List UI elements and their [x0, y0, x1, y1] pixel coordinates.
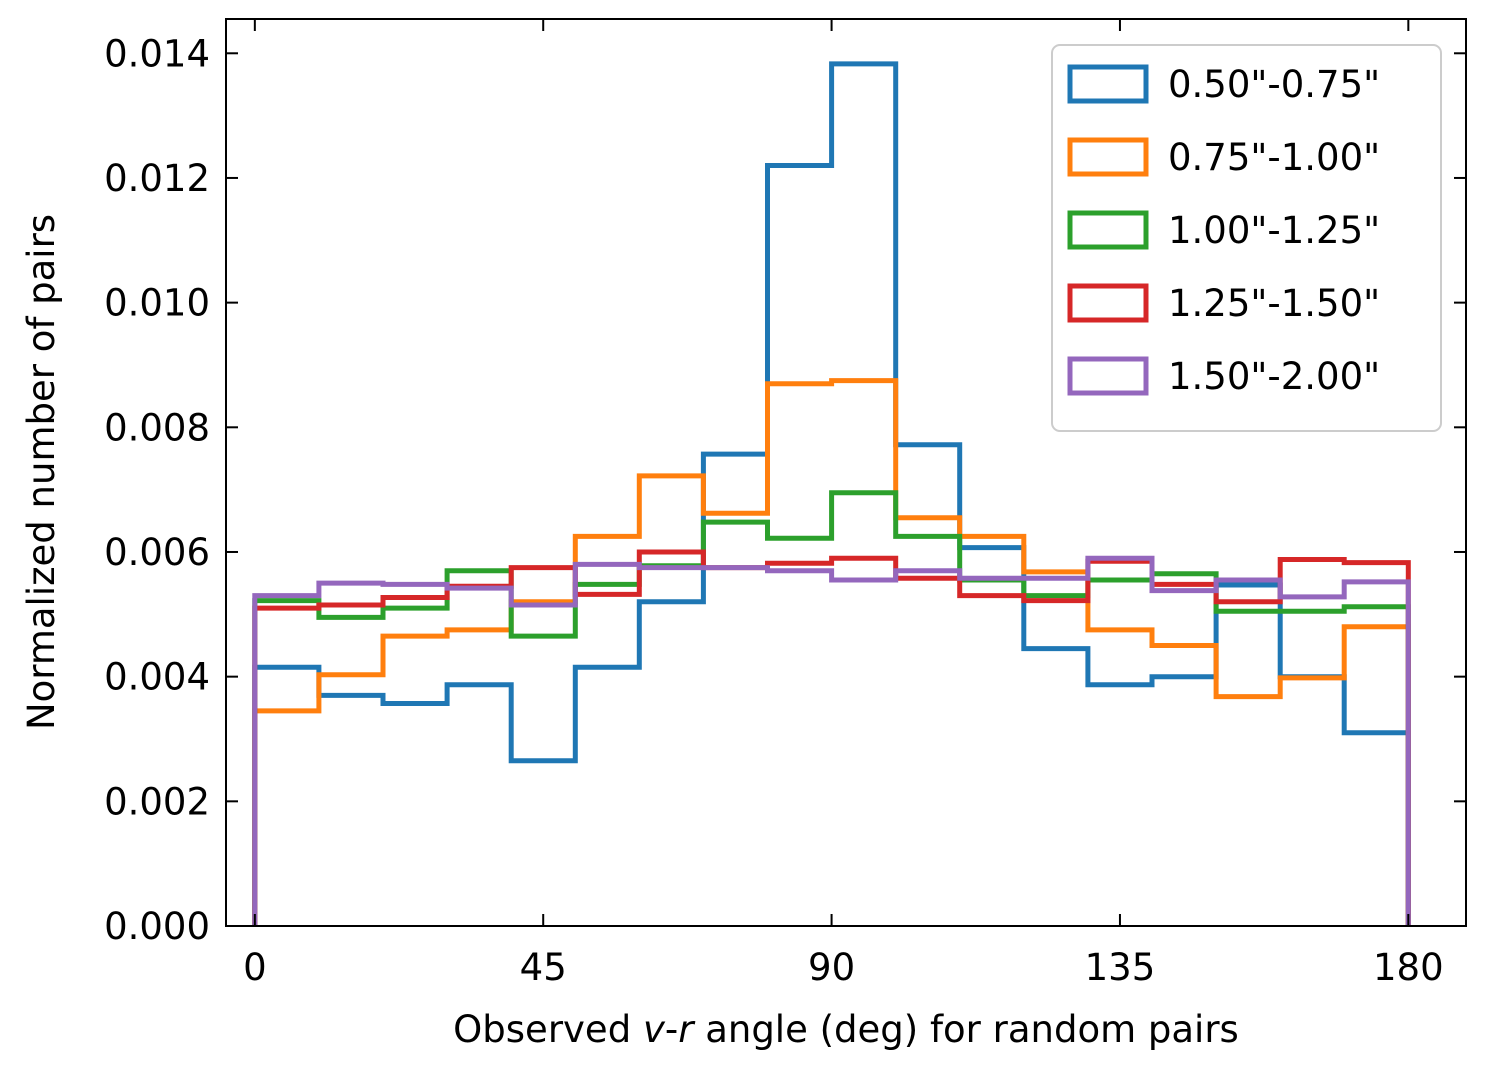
y-tick-label: 0.004 [104, 656, 210, 699]
x-tick-label: 135 [1085, 946, 1156, 989]
x-tick-label: 45 [520, 946, 567, 989]
tick-layer: 0 45 90 135 180 0.000 0.002 0.004 0.006 0.008 0.01… [104, 19, 1466, 989]
x-axis-label-v: v [643, 1008, 666, 1051]
legend-swatch [1067, 283, 1149, 323]
legend-swatch [1067, 356, 1149, 396]
x-axis-label-suffix: angle (deg) for random pairs [693, 1008, 1238, 1051]
y-tick-label: 0.014 [104, 32, 210, 75]
series-2-step-line [252, 378, 1411, 926]
legend-item: 0.50"-0.75" [1067, 63, 1380, 106]
legend-swatch [1067, 64, 1149, 104]
y-tick-label: 0.002 [104, 780, 210, 823]
legend-item: 1.50"-2.00" [1067, 355, 1380, 398]
legend-label: 0.75"-1.00" [1168, 136, 1380, 179]
x-axis-label-prefix: Observed [453, 1008, 643, 1051]
y-tick-label: 0.012 [104, 157, 210, 200]
legend-item: 1.00"-1.25" [1067, 209, 1380, 252]
plot-frame [225, 18, 1467, 927]
legend-swatch [1067, 210, 1149, 250]
legend-item: 0.75"-1.00" [1067, 136, 1380, 179]
legend-label: 1.25"-1.50" [1168, 282, 1380, 325]
legend-frame [1051, 44, 1442, 432]
legend-label: 1.50"-2.00" [1168, 355, 1380, 398]
legend-item: 1.25"-1.50" [1067, 282, 1380, 325]
y-axis-label: Normalized number of pairs [20, 214, 63, 730]
series-3-step-line [252, 490, 1411, 926]
x-axis-label: Observed v-r angle (deg) for random pair… [453, 1008, 1239, 1051]
series-5-step-line [252, 555, 1411, 926]
x-axis-label-dash: - [665, 1008, 678, 1051]
y-tick-label: 0.000 [104, 905, 210, 948]
series-layer [252, 61, 1411, 926]
legend-label: 1.00"-1.25" [1168, 209, 1380, 252]
x-tick-label: 180 [1373, 946, 1444, 989]
legend: 0.50"-0.75" 0.75"-1.00" 1.00"-1.25" 1.25"-1… [1051, 44, 1442, 432]
x-tick-label: 0 [243, 946, 267, 989]
y-tick-label: 0.010 [104, 282, 210, 325]
x-tick-label: 90 [808, 946, 855, 989]
y-tick-label: 0.008 [104, 406, 210, 449]
x-axis-label-r: r [678, 1008, 696, 1051]
y-tick-label: 0.006 [104, 531, 210, 574]
series-4-step-line [252, 549, 1411, 926]
legend-swatch [1067, 137, 1149, 177]
legend-label: 0.50"-0.75" [1168, 63, 1380, 106]
